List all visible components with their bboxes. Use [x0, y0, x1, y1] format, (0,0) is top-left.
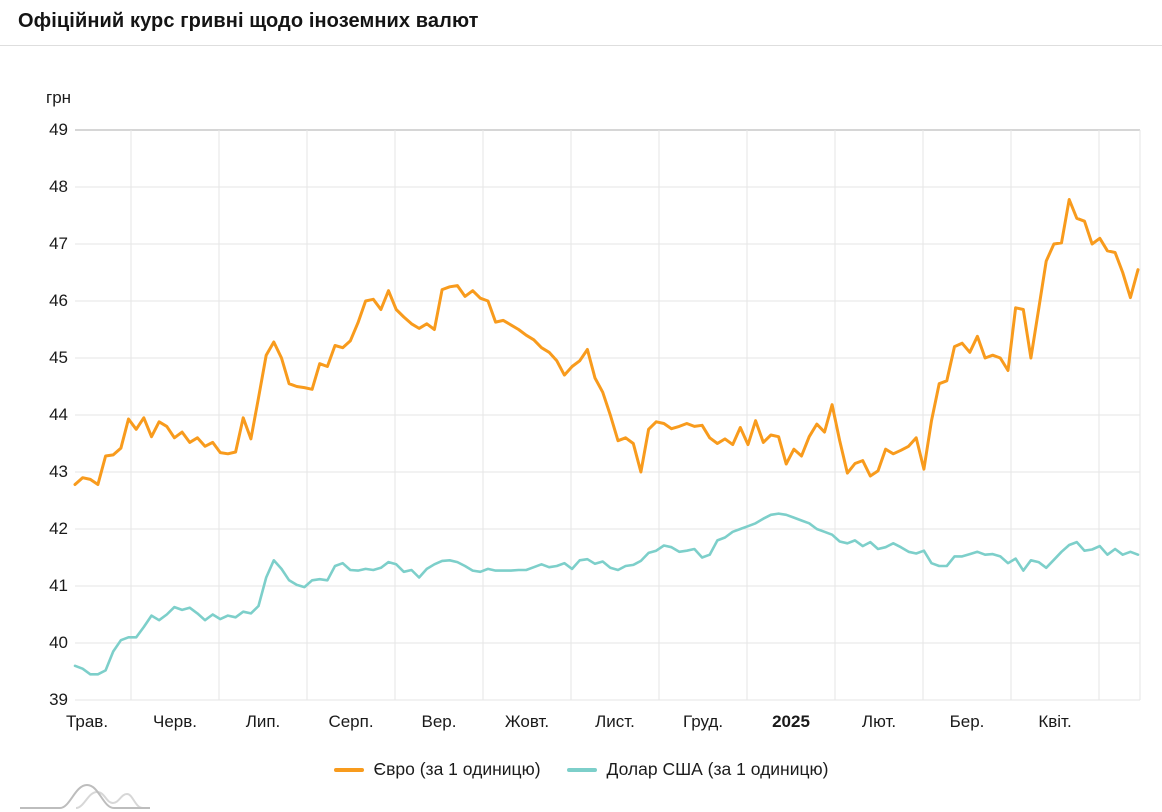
y-tick-label: 46: [49, 291, 68, 310]
x-tick-label: 2025: [772, 712, 810, 731]
page-header: Офіційний курс гривні щодо іноземних вал…: [0, 0, 1162, 46]
y-tick-label: 40: [49, 633, 68, 652]
legend-item-euro: Євро (за 1 одиницю): [333, 759, 541, 780]
y-tick-label: 41: [49, 576, 68, 595]
usd-line-swatch: [566, 767, 597, 772]
x-tick-label: Трав.: [65, 712, 109, 731]
y-axis-unit-label: грн: [46, 88, 72, 107]
euro-line-swatch: [333, 767, 364, 772]
x-tick-label: Груд.: [682, 712, 724, 731]
legend-label-usd: Долар США (за 1 одиницю): [606, 759, 829, 779]
chart-legend: Євро (за 1 одиницю) Долар США (за 1 один…: [0, 759, 1162, 780]
y-tick-label: 49: [49, 120, 68, 139]
x-tick-label: Лип.: [245, 712, 281, 731]
x-tick-label: Черв.: [153, 712, 197, 731]
y-tick-label: 48: [49, 177, 68, 196]
x-tick-label: Квіт.: [1038, 712, 1072, 731]
x-tick-label: Лют.: [861, 712, 897, 731]
y-tick-label: 45: [49, 348, 68, 367]
y-tick-label: 47: [49, 234, 68, 253]
usd-series-line[interactable]: [73, 512, 1140, 676]
logo-watermark-icon: [20, 783, 150, 809]
page-title: Офіційний курс гривні щодо іноземних вал…: [18, 10, 479, 32]
x-tick-label: Жовт.: [504, 712, 550, 731]
y-tick-label: 42: [49, 519, 68, 538]
x-tick-label: Лист.: [595, 712, 635, 731]
y-tick-label: 44: [49, 405, 68, 424]
y-tick-label: 43: [49, 462, 68, 481]
x-tick-label: Серп.: [328, 712, 374, 731]
legend-label-euro: Євро (за 1 одиницю): [373, 759, 541, 779]
euro-series-line[interactable]: [73, 198, 1140, 486]
y-tick-label: 39: [49, 690, 68, 709]
x-tick-label: Бер.: [949, 712, 985, 731]
x-tick-label: Вер.: [421, 712, 457, 731]
legend-item-usd: Долар США (за 1 одиницю): [566, 759, 829, 780]
